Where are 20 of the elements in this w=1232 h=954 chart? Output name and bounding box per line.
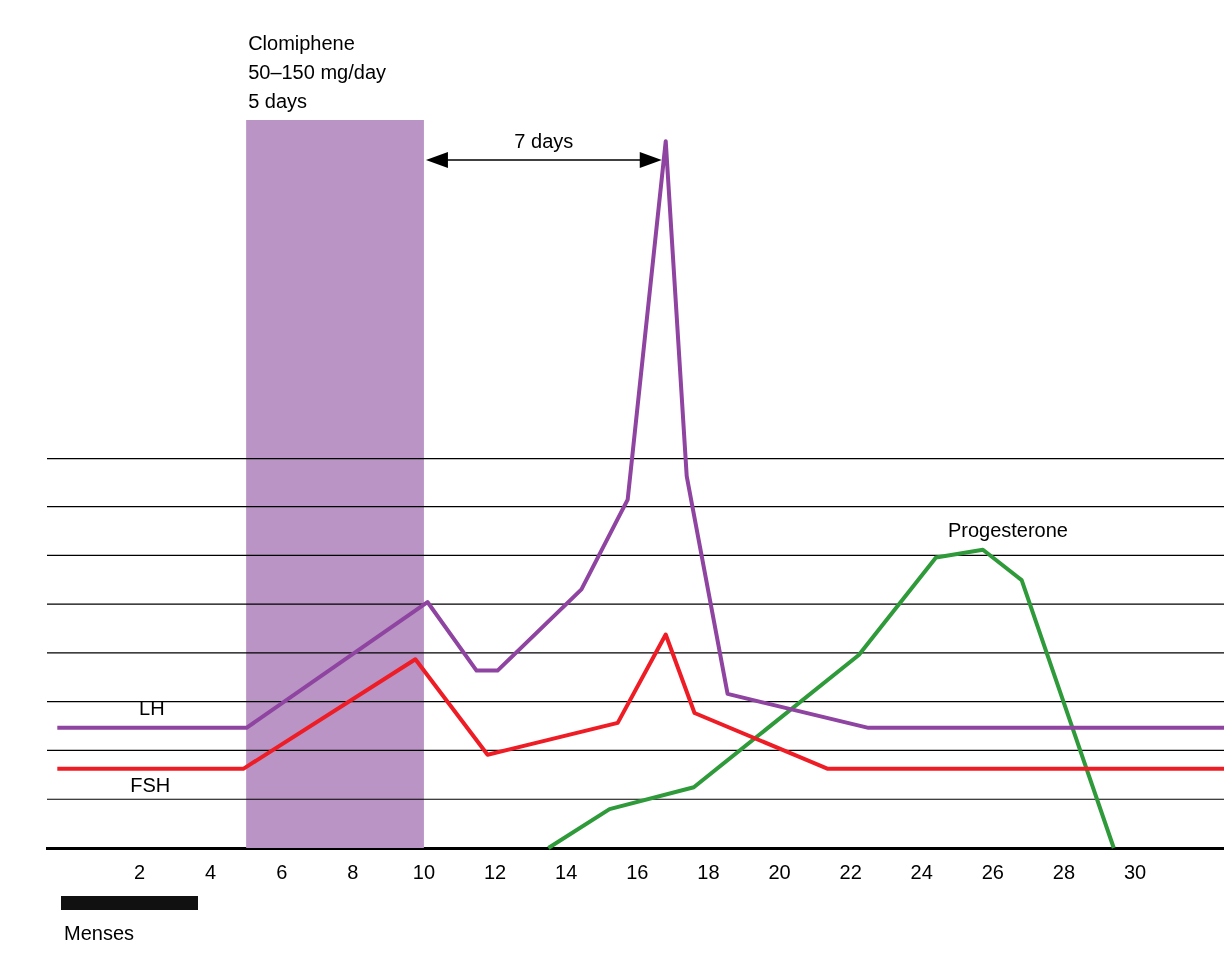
band-label: Clomiphene 50–150 mg/day 5 days	[248, 32, 387, 112]
series-label: FSH	[130, 774, 171, 797]
x-tick-label: 2	[133, 860, 146, 883]
x-tick-label: 14	[555, 860, 578, 883]
annotation: 7 days	[514, 129, 574, 152]
x-tick-label: 24	[910, 860, 933, 883]
x-tick-label: 8	[347, 860, 359, 883]
x-tick-label: 16	[626, 860, 649, 883]
x-tick-label: 10	[412, 860, 436, 883]
x-tick-label: 26	[981, 860, 1004, 883]
series-label: Progesterone	[947, 519, 1068, 542]
x-tick-label: 6	[276, 860, 288, 883]
x-tick-label: 20	[768, 860, 791, 883]
x-tick-label: 4	[205, 860, 217, 883]
x-tick-label: 12	[483, 860, 507, 883]
x-tick-label: 28	[1052, 860, 1076, 883]
x-tick-label: 30	[1123, 860, 1147, 883]
text: Menses	[64, 922, 135, 945]
x-tick-label: 18	[697, 860, 720, 883]
x-tick-label: 22	[839, 860, 862, 883]
